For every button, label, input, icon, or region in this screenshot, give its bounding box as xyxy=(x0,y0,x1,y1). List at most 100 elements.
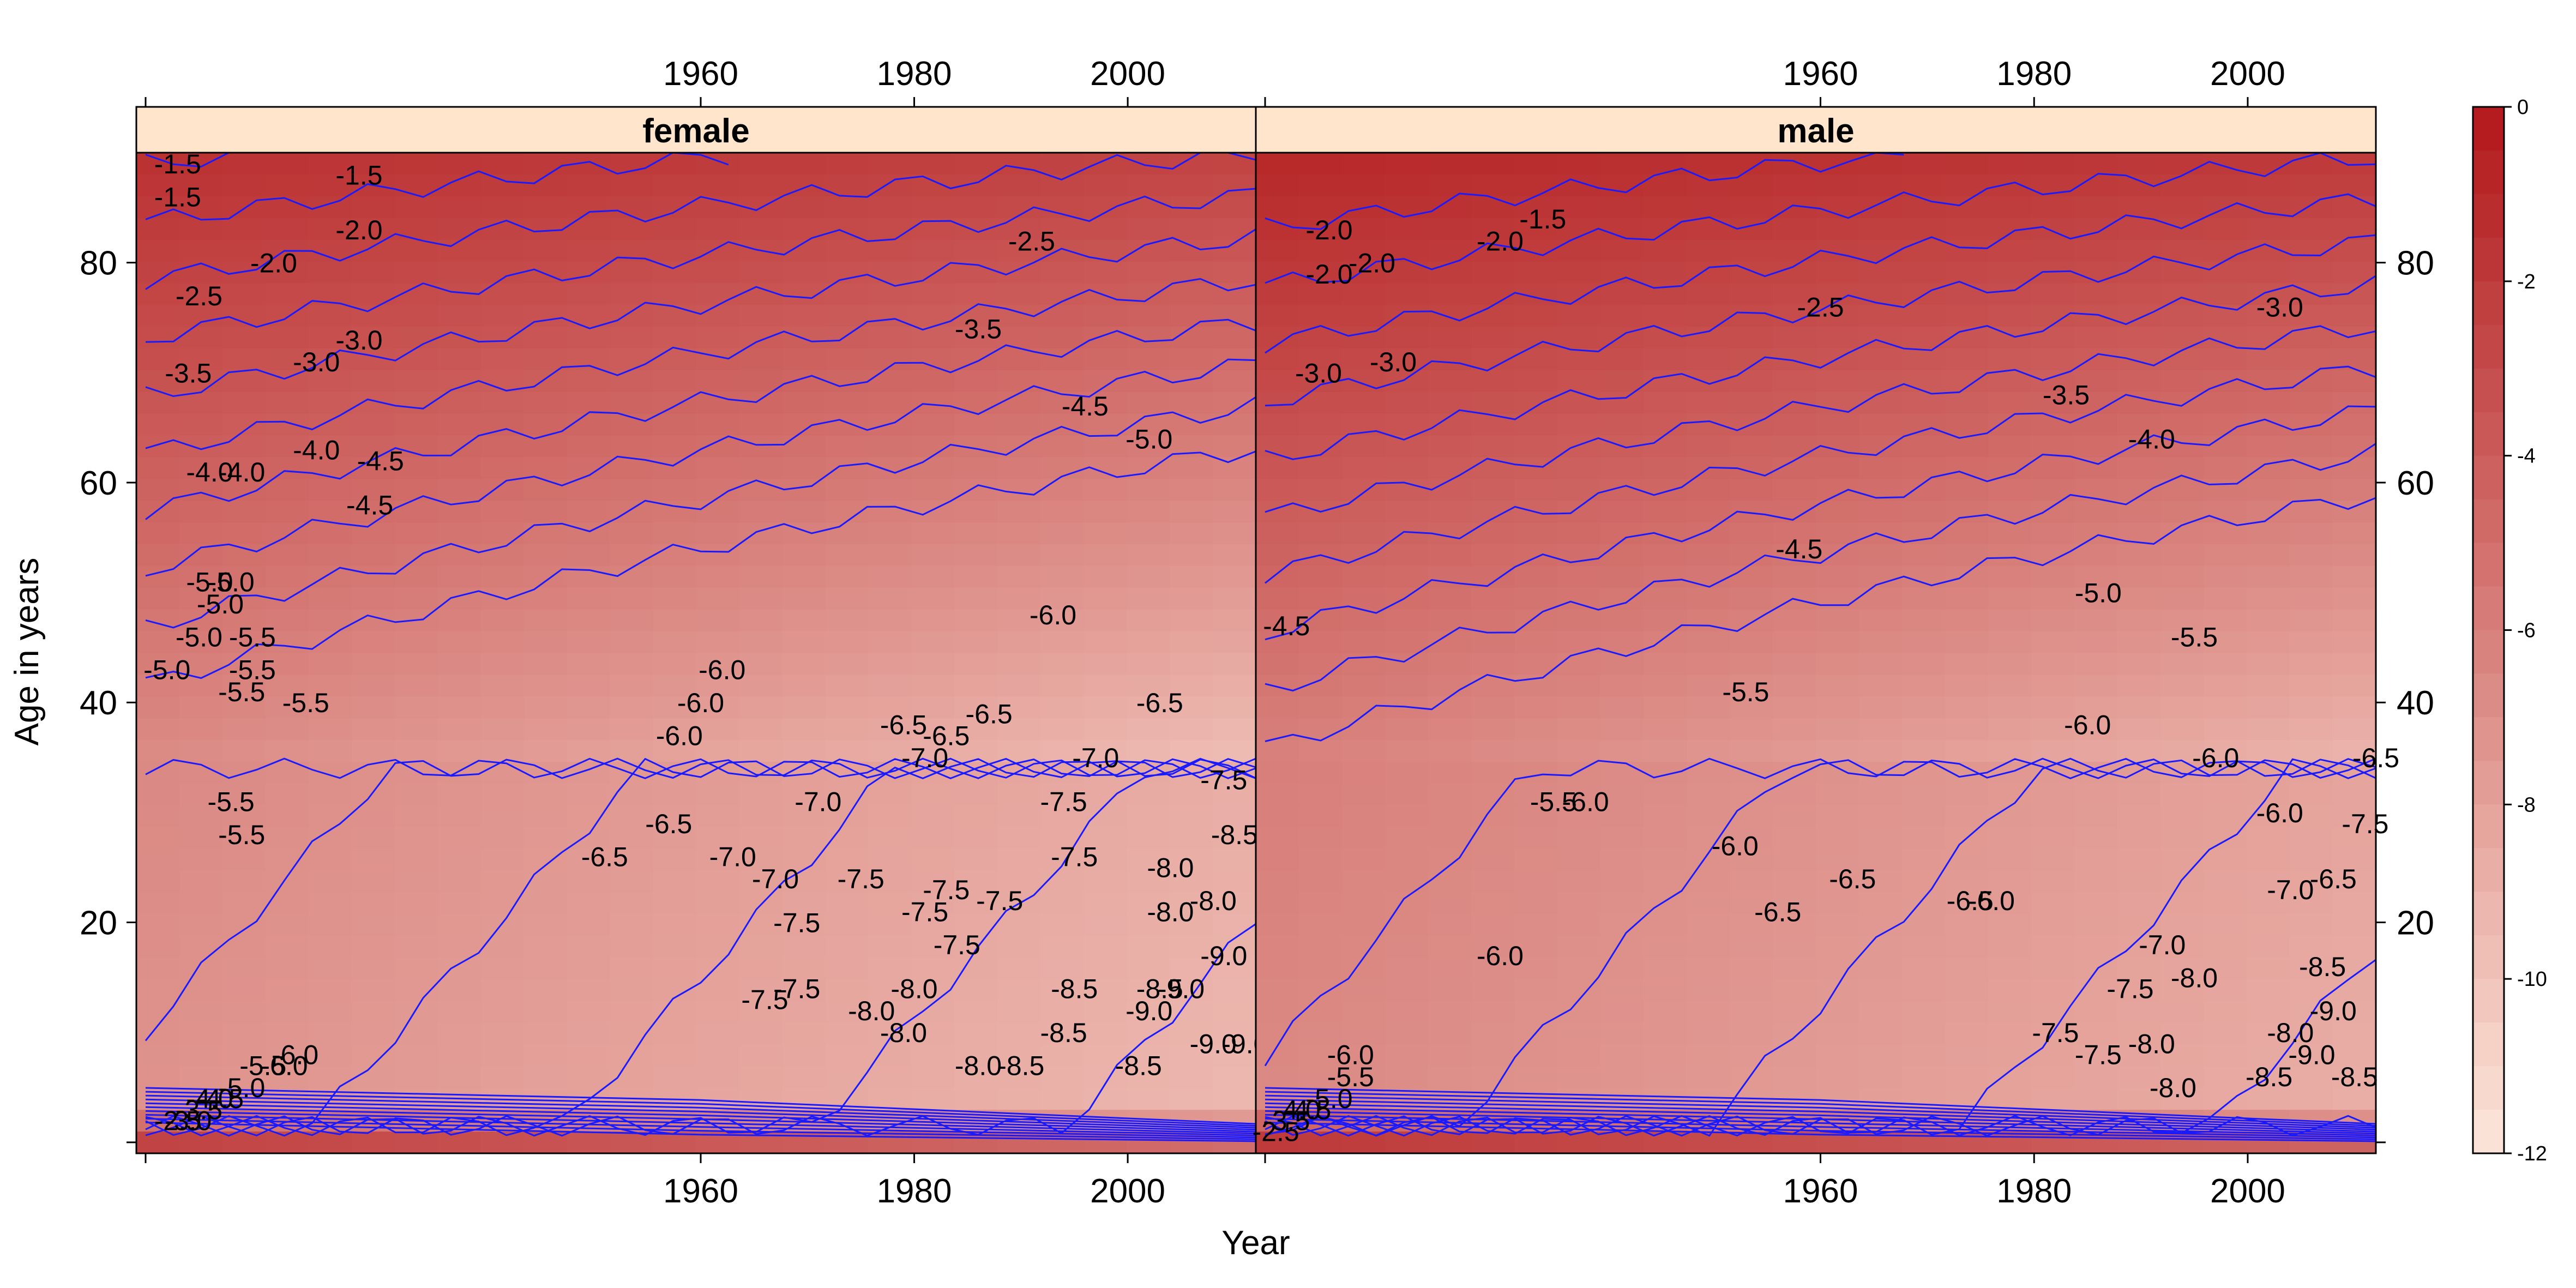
heat-cell xyxy=(2117,1022,2161,1045)
contour-label: -4.0 xyxy=(186,457,233,487)
colorbar-step xyxy=(2473,848,2504,893)
heat-cell xyxy=(1687,370,1730,393)
contour-label: -4.5 xyxy=(1062,391,1109,422)
heat-cell xyxy=(222,1001,266,1024)
heat-cell xyxy=(351,1066,395,1089)
heat-cell xyxy=(480,544,525,567)
heat-cell xyxy=(696,979,740,1002)
contour-label: -8.5 xyxy=(1115,1051,1162,1081)
heat-cell xyxy=(1902,783,1946,806)
y-tick-label: 20 xyxy=(2397,905,2434,942)
heat-cell xyxy=(308,544,352,567)
heat-cell xyxy=(2290,196,2333,219)
heat-cell xyxy=(394,479,438,502)
heat-cell xyxy=(523,675,568,697)
heat-cell xyxy=(1299,261,1343,284)
heat-cell xyxy=(782,827,826,850)
heat-cell xyxy=(136,914,180,936)
heat-cell xyxy=(351,958,395,980)
heat-cell xyxy=(954,501,998,523)
heat-cell xyxy=(1385,218,1429,240)
heat-cell xyxy=(696,675,740,697)
heat-cell xyxy=(1773,936,1816,958)
heat-cell xyxy=(954,196,998,219)
heat-cell xyxy=(1557,958,1601,980)
heat-cell xyxy=(1040,261,1084,284)
heat-cell xyxy=(653,675,697,697)
heat-cell xyxy=(1514,936,1558,958)
heat-cell xyxy=(136,740,180,762)
heat-cell xyxy=(868,327,912,349)
heat-cell xyxy=(1773,435,1816,458)
heat-cell xyxy=(265,1022,309,1045)
heat-cell xyxy=(351,631,395,654)
contour-label: -5.5 xyxy=(208,787,255,817)
heat-cell xyxy=(480,457,525,480)
heat-cell xyxy=(2031,1088,2075,1110)
x-tick-label: 2000 xyxy=(1090,55,1165,93)
heat-cell xyxy=(1471,1044,1515,1067)
heat-cell xyxy=(1213,522,1256,545)
heat-cell xyxy=(1471,848,1515,871)
heat-cell xyxy=(1945,587,1989,610)
heat-cell xyxy=(136,848,180,871)
heat-cell xyxy=(1859,392,1903,414)
heat-cell xyxy=(179,609,223,632)
heat-cell xyxy=(351,218,395,240)
heat-cell xyxy=(179,1066,223,1089)
heat-cell xyxy=(308,1001,352,1024)
heat-cell xyxy=(1342,631,1386,654)
heat-cell xyxy=(523,587,568,610)
heat-cell xyxy=(911,1044,955,1067)
heat-cell xyxy=(954,413,998,436)
heat-cell xyxy=(1902,1022,1946,1045)
heat-cell xyxy=(1644,631,1687,654)
heat-cell xyxy=(1040,370,1084,393)
heat-cell xyxy=(265,740,309,762)
heat-cell xyxy=(2074,261,2118,284)
heat-cell xyxy=(1040,218,1084,240)
heat-cell xyxy=(1428,501,1472,523)
heat-cell xyxy=(1514,370,1558,393)
heat-cell xyxy=(1859,196,1903,219)
heat-cell xyxy=(911,718,955,741)
heat-cell xyxy=(1385,1131,1429,1154)
heat-cell xyxy=(653,740,697,762)
heat-cell xyxy=(1342,805,1386,828)
heat-cell xyxy=(1213,153,1256,175)
heat-cell xyxy=(653,783,697,806)
heat-cell xyxy=(954,370,998,393)
heat-cell xyxy=(1428,218,1472,240)
heat-cell xyxy=(2204,892,2247,914)
strip-female xyxy=(135,106,1257,154)
heat-cell xyxy=(265,1001,309,1024)
heat-cell xyxy=(1471,936,1515,958)
heat-cell xyxy=(1040,565,1084,588)
heat-cell xyxy=(696,565,740,588)
heat-cell xyxy=(308,653,352,676)
heat-cell xyxy=(653,413,697,436)
heat-cell xyxy=(480,958,525,980)
heat-cell xyxy=(868,196,912,219)
heat-cell xyxy=(1902,218,1946,240)
heat-cell xyxy=(610,653,654,676)
heat-cell xyxy=(868,805,912,828)
heat-cell xyxy=(1084,653,1127,676)
heat-cell xyxy=(1859,914,1903,936)
heat-cell xyxy=(1644,501,1687,523)
heat-cell xyxy=(1600,1131,1644,1154)
heat-cell xyxy=(265,218,309,240)
heat-cell xyxy=(265,392,309,414)
heat-cell xyxy=(782,914,826,936)
heat-cell xyxy=(567,413,611,436)
colorbar-tick-label: -10 xyxy=(2517,968,2547,991)
heat-cell xyxy=(1600,631,1644,654)
heat-cell xyxy=(1040,348,1084,371)
heat-cell xyxy=(1730,892,1773,914)
heat-cell xyxy=(480,827,525,850)
heat-cell xyxy=(954,892,998,914)
heat-cell xyxy=(1127,740,1170,762)
contour-label: -9.0 xyxy=(1158,974,1205,1004)
contour-label: -8.5 xyxy=(1136,974,1183,1004)
heat-cell xyxy=(954,283,998,305)
